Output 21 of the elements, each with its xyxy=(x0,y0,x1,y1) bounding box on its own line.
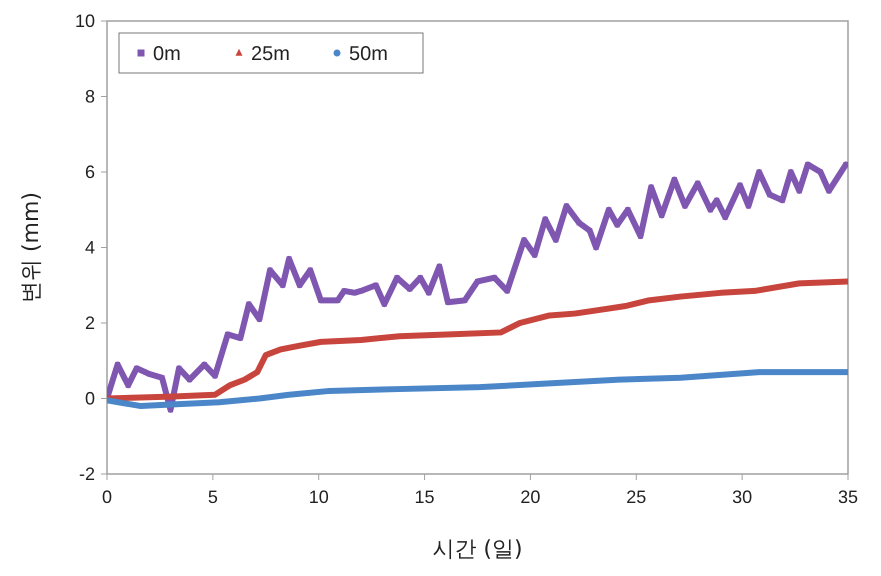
x-tick-label: 20 xyxy=(520,487,540,507)
x-tick-label: 5 xyxy=(208,487,218,507)
x-tick-label: 15 xyxy=(414,487,435,507)
point xyxy=(843,162,848,167)
x-axis-title: 시간 (일) xyxy=(432,537,523,562)
y-tick-label: 6 xyxy=(84,162,95,182)
y-tick-label: 10 xyxy=(74,11,95,31)
legend-label: 50m xyxy=(349,43,388,65)
legend-label: 0m xyxy=(153,43,181,65)
legend-label: 25m xyxy=(251,43,290,65)
y-axis-title: 변위 (mm) xyxy=(19,192,44,304)
y-tick-label: 8 xyxy=(84,86,95,106)
y-tick-label: 0 xyxy=(84,388,95,408)
y-tick-label: 4 xyxy=(84,238,95,258)
y-tick-label: -2 xyxy=(78,464,95,484)
y-tick-label: 2 xyxy=(84,313,95,333)
x-tick-label: 0 xyxy=(102,487,112,507)
x-tick-label: 35 xyxy=(838,487,858,507)
x-tick-label: 25 xyxy=(626,487,646,507)
x-tick-label: 10 xyxy=(308,487,329,507)
x-tick-label: 30 xyxy=(732,487,752,507)
